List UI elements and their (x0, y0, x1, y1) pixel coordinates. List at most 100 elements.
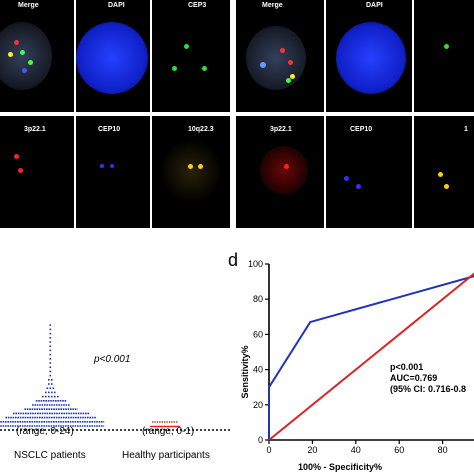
dot-plot-marks (0, 324, 180, 428)
nsclc-dot (49, 337, 52, 339)
label-10q22-b: 1 (464, 126, 468, 133)
nsclc-dot (46, 387, 49, 389)
nsclc-dot (57, 395, 59, 398)
roc-x-tick-label: 40 (351, 445, 361, 455)
nsclc-dot (49, 370, 52, 373)
nsclc-dot (49, 374, 52, 377)
roc-annotation-ci: (95% CI: 0.716-0.8 (390, 384, 466, 394)
roc-xlabel: 100% - Specificity% (298, 462, 382, 472)
label-10q22: 10q22.3 (188, 126, 214, 133)
micrograph-cep10: CEP10 (76, 116, 150, 228)
dot-plot: p<0.001 (range, 0-24) (range, 0-1) NSCLC… (0, 324, 232, 461)
signal-yellow (198, 164, 203, 169)
nsclc-dot (49, 387, 52, 389)
micrograph-cep3: CEP3 (152, 0, 230, 112)
nsclc-dot (45, 395, 47, 398)
roc-curves (268, 272, 474, 441)
roc-axes: 0 20 40 60 80 100 0 20 40 60 80 (248, 259, 474, 455)
nsclc-dot (48, 383, 50, 385)
roc-x-tick-label: 0 (266, 445, 271, 455)
micrograph-cep3-b (414, 0, 474, 112)
signal-yellow (290, 74, 295, 79)
nsclc-dot (49, 345, 52, 347)
signal-green (444, 44, 449, 49)
roc-annotation-p: p<0.001 (390, 362, 423, 372)
roc-y-tick-label: 60 (253, 329, 263, 339)
roc-y-tick-label: 20 (253, 400, 263, 410)
nsclc-dot (49, 328, 52, 331)
label-cep10-b: CEP10 (350, 126, 373, 133)
signal-blue (344, 176, 349, 181)
nsclc-dot (51, 379, 53, 381)
signal-red (18, 168, 23, 173)
nsclc-dot (49, 353, 52, 356)
signal-blue (356, 184, 361, 189)
red-nucleus-b (260, 146, 308, 194)
signal-yellow (438, 172, 443, 177)
pvalue-label: p<0.001 (93, 354, 130, 365)
micrograph-dapi: DAPI (76, 0, 150, 112)
nsclc-dot (42, 395, 44, 398)
signal-green (202, 66, 207, 71)
nsclc-dot (45, 391, 47, 394)
signal-green (28, 60, 33, 65)
nsclc-dot (49, 358, 52, 360)
signal-red (280, 48, 285, 53)
nsclc-dot (51, 391, 53, 394)
healthy-group-label: Healthy participants (122, 450, 210, 461)
label-dapi-b: DAPI (366, 2, 383, 9)
label-cep3: CEP3 (188, 2, 207, 9)
nsclc-dot (52, 387, 55, 389)
roc-y-tick-label: 80 (253, 294, 263, 304)
signal-green (184, 44, 189, 49)
nsclc-dot (51, 383, 53, 385)
micrograph-merge: Merge (0, 0, 74, 112)
signal-blue (110, 164, 114, 168)
signal-blue (100, 164, 104, 168)
healthy-range-label: (range, 0-1) (142, 426, 194, 437)
signal-yellow (8, 52, 13, 57)
roc-x-tick-label: 60 (394, 445, 404, 455)
nsclc-dot (49, 341, 52, 343)
roc-y-tick-label: 0 (258, 435, 263, 445)
nsclc-dot (49, 332, 52, 335)
nsclc-dot (54, 395, 56, 398)
nsclc-dot (49, 349, 52, 352)
roc-x-tick-label: 20 (307, 445, 317, 455)
signal-green (20, 50, 25, 55)
nsclc-dot (51, 395, 53, 398)
signal-green (172, 66, 177, 71)
roc-y-tick-label: 100 (248, 259, 263, 269)
nsclc-dot (49, 324, 52, 326)
micrograph-merge-b: Merge (236, 0, 324, 112)
roc-curve-line (268, 275, 474, 440)
nsclc-dot (49, 366, 52, 368)
label-cep10: CEP10 (98, 126, 121, 133)
dapi-nucleus-b (336, 22, 406, 94)
dapi-nucleus (76, 22, 148, 94)
nsclc-dot (48, 379, 50, 381)
signal-blue (22, 68, 27, 73)
signal-blue (260, 62, 266, 68)
signal-red (14, 40, 19, 45)
signal-yellow (444, 184, 449, 189)
micrograph-10q22: 10q22.3 (152, 116, 230, 228)
nsclc-dot (54, 391, 56, 394)
nsclc-group-label: NSCLC patients (14, 450, 86, 461)
reference-diagonal-line (268, 272, 474, 441)
label-dapi: DAPI (108, 2, 125, 9)
roc-ylabel: Sensitivity% (240, 345, 250, 398)
roc-y-tick-label: 40 (253, 365, 263, 375)
micrograph-10q22-b: 1 (414, 116, 474, 228)
roc-chart: 0 20 40 60 80 100 0 20 40 60 80 Sensitivity% 100% … (240, 259, 474, 472)
signal-red (288, 60, 293, 65)
micrograph-dapi-b: DAPI (326, 0, 412, 112)
label-merge-b: Merge (262, 2, 283, 9)
nsclc-dot (48, 395, 50, 398)
signal-red (284, 164, 289, 169)
nsclc-dot (49, 362, 52, 364)
signal-yellow (188, 164, 193, 169)
panel-letter-d: d (228, 250, 239, 270)
signal-red (14, 154, 19, 159)
signal-green (286, 78, 291, 83)
